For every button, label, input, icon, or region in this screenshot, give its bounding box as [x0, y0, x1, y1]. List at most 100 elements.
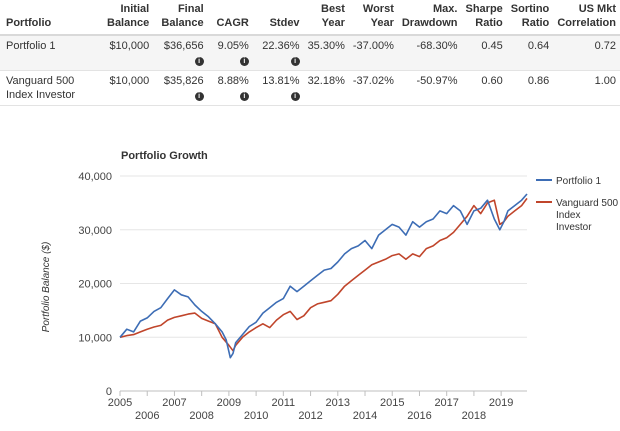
table-header-row: Portfolio Initial Balance Final Balance CAGR S… — [0, 0, 620, 36]
cell-drawdown: -68.30% — [397, 35, 462, 71]
header-line2: Year — [370, 17, 394, 29]
x-tick-label: 2018 — [462, 410, 486, 422]
header-us-mkt-correlation: US Mkt Correlation — [553, 0, 620, 36]
cell-sortino: 0.86 — [506, 70, 554, 106]
cell-value: 0.64 — [527, 40, 550, 52]
header-line1: Max. — [433, 3, 458, 15]
header-line2: Balance — [161, 17, 204, 29]
y-axis-ticks: 0 10,000 20,000 30,000 40,000 — [78, 171, 112, 398]
info-circle-icon[interactable]: i — [239, 57, 249, 66]
header-line2: Ratio — [475, 17, 503, 29]
cell-value: 9.05% — [217, 40, 249, 52]
cell-value: -68.30% — [416, 40, 458, 52]
header-line1: Sortino — [510, 3, 550, 15]
cell-sortino: 0.64 — [506, 35, 554, 71]
info-circle-icon[interactable]: i — [290, 92, 300, 101]
header-line2: Ratio — [521, 17, 550, 29]
cell-value: 0.86 — [527, 75, 550, 87]
header-line2: Year — [321, 17, 345, 29]
cell-sharpe: 0.60 — [461, 70, 507, 106]
header-line1: Final — [177, 3, 204, 15]
x-tick-label: 2014 — [353, 410, 377, 422]
header-line2: Drawdown — [401, 17, 458, 29]
cell-value: Vanguard 500 Index Investor — [6, 75, 76, 101]
header-max-drawdown: Max. Drawdown — [397, 0, 462, 36]
cell-value: -50.97% — [416, 75, 458, 87]
y-tick-label: 40,000 — [78, 171, 112, 183]
x-tick-label: 2010 — [244, 410, 268, 422]
info-circle-icon[interactable]: i — [290, 57, 300, 66]
cell-initial: $10,000 — [103, 35, 154, 71]
x-tick-label: 2011 — [272, 397, 296, 409]
cell-value: 32.18% — [307, 75, 345, 87]
chart-title: Portfolio Growth — [121, 150, 208, 162]
x-tick-label: 2009 — [217, 397, 241, 409]
header-initial-balance: Initial Balance — [103, 0, 154, 36]
cell-value: 0.45 — [481, 40, 503, 52]
cell-name[interactable]: Vanguard 500 Index Investor — [0, 70, 103, 106]
y-tick-label: 20,000 — [78, 279, 112, 291]
header-line2: CAGR — [216, 17, 249, 29]
header-line2: Balance — [107, 17, 150, 29]
header-line1: US Mkt — [578, 3, 616, 15]
header-stdev: Stdev — [252, 0, 304, 36]
y-tick-label: 0 — [106, 386, 112, 398]
header-portfolio: Portfolio — [0, 0, 103, 36]
cell-value: 1.00 — [594, 75, 616, 87]
info-circle-icon[interactable]: i — [239, 92, 249, 101]
chart-series-lines — [119, 193, 528, 359]
cell-corr: 1.00 — [553, 70, 620, 106]
cell-cagr: 9.05% i — [207, 35, 253, 71]
x-tick-label: 2006 — [135, 410, 159, 422]
legend-item-vanguard-500[interactable]: Vanguard 500 Index Investor — [536, 198, 619, 233]
x-tick-label: 2015 — [380, 397, 404, 409]
header-sortino-ratio: Sortino Ratio — [506, 0, 554, 36]
legend-label: Portfolio 1 — [556, 176, 601, 187]
portfolio-stats-table: Portfolio Initial Balance Final Balance CAGR S… — [0, 0, 620, 106]
cell-value: 0.72 — [594, 40, 616, 52]
table-row: Portfolio 1 $10,000 $36,656i 9.05%i 22.36%i 3… — [0, 35, 620, 71]
cell-worst: -37.00% — [348, 35, 398, 71]
cell-sharpe: 0.45 — [461, 35, 507, 71]
header-line2: Stdev — [269, 17, 300, 29]
info-circle-icon[interactable]: i — [194, 92, 204, 101]
cell-final: $36,656 i — [153, 35, 208, 71]
header-line1: Initial — [120, 3, 150, 15]
header-cagr: CAGR — [207, 0, 253, 36]
cell-corr: 0.72 — [553, 35, 620, 71]
legend-item-portfolio-1[interactable]: Portfolio 1 — [536, 176, 601, 187]
x-tick-label: 2008 — [189, 410, 213, 422]
cell-value: 8.88% — [217, 75, 249, 87]
cell-stdev: 13.81% i — [252, 70, 304, 106]
header-line1: Best — [321, 3, 345, 15]
cell-cagr: 8.88% i — [207, 70, 253, 106]
cell-value: $35,826 — [163, 75, 204, 87]
x-tick-label: 2017 — [434, 397, 458, 409]
cell-best: 35.30% — [303, 35, 349, 71]
cell-value: $10,000 — [109, 40, 150, 52]
x-tick-label: 2005 — [108, 397, 132, 409]
cell-value: $10,000 — [109, 75, 150, 87]
cell-stdev: 22.36% i — [252, 35, 304, 71]
y-axis-label: Portfolio Balance ($) — [41, 242, 52, 333]
cell-worst: -37.02% — [348, 70, 398, 106]
series-line-portfolio-1[interactable] — [119, 193, 528, 359]
cell-drawdown: -50.97% — [397, 70, 462, 106]
header-line1: Sharpe — [465, 3, 503, 15]
x-tick-label: 2013 — [326, 397, 350, 409]
cell-value: 22.36% — [262, 40, 300, 52]
chart-legend[interactable]: Portfolio 1 Vanguard 500 Index Investor — [536, 176, 619, 233]
info-circle-icon[interactable]: i — [194, 57, 204, 66]
cell-final: $35,826 i — [153, 70, 208, 106]
cell-value: 35.30% — [307, 40, 345, 52]
header-line1: Worst — [362, 3, 394, 15]
cell-value: -37.02% — [352, 75, 394, 87]
cell-initial: $10,000 — [103, 70, 154, 106]
cell-name[interactable]: Portfolio 1 — [0, 35, 103, 71]
header-sharpe-ratio: Sharpe Ratio — [461, 0, 507, 36]
x-tick-label: 2007 — [162, 397, 186, 409]
y-tick-label: 10,000 — [78, 332, 112, 344]
x-tick-label: 2019 — [489, 397, 513, 409]
legend-label: Vanguard 500 Index Investor — [556, 198, 619, 233]
